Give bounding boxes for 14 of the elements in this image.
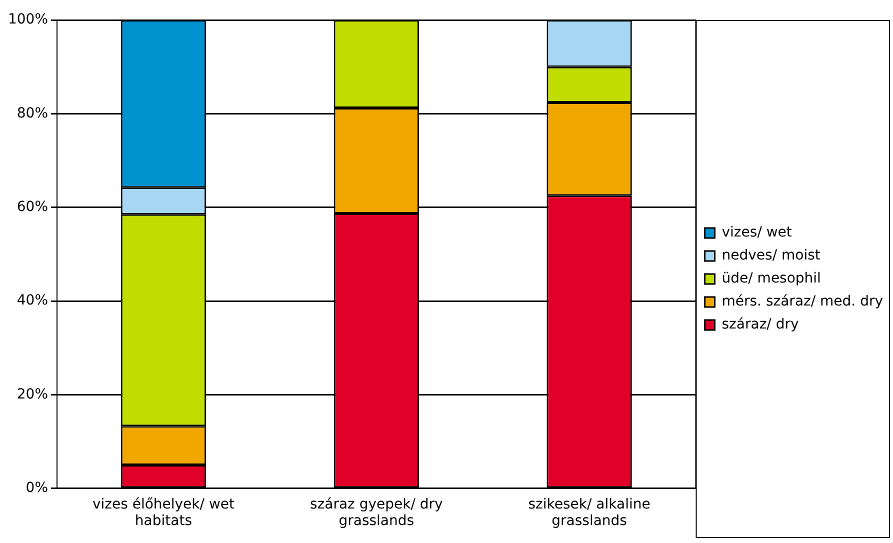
legend-label: nedves/ moist xyxy=(722,248,821,264)
x-tick-label: vizes élőhelyek/ wet habitats xyxy=(92,496,236,530)
y-tick-label: 100% xyxy=(8,12,48,28)
y-tick-label: 20% xyxy=(16,386,48,402)
legend-label: üde/ mesophil xyxy=(722,270,821,287)
y-tick-label: 80% xyxy=(16,105,48,122)
y-tick-label: 40% xyxy=(16,292,48,309)
y-tick-label: 0% xyxy=(26,480,48,496)
legend-label: mérs. száraz/ med. dry xyxy=(722,294,884,310)
legend-label: száraz/ dry xyxy=(722,316,799,333)
legend-label: vizes/ wet xyxy=(722,224,792,241)
x-tick-label: szikesek/ alkaline grasslands xyxy=(528,496,650,530)
y-tick-label: 60% xyxy=(16,199,48,215)
x-tick-label: száraz gyepek/ dry grasslands xyxy=(310,496,443,530)
